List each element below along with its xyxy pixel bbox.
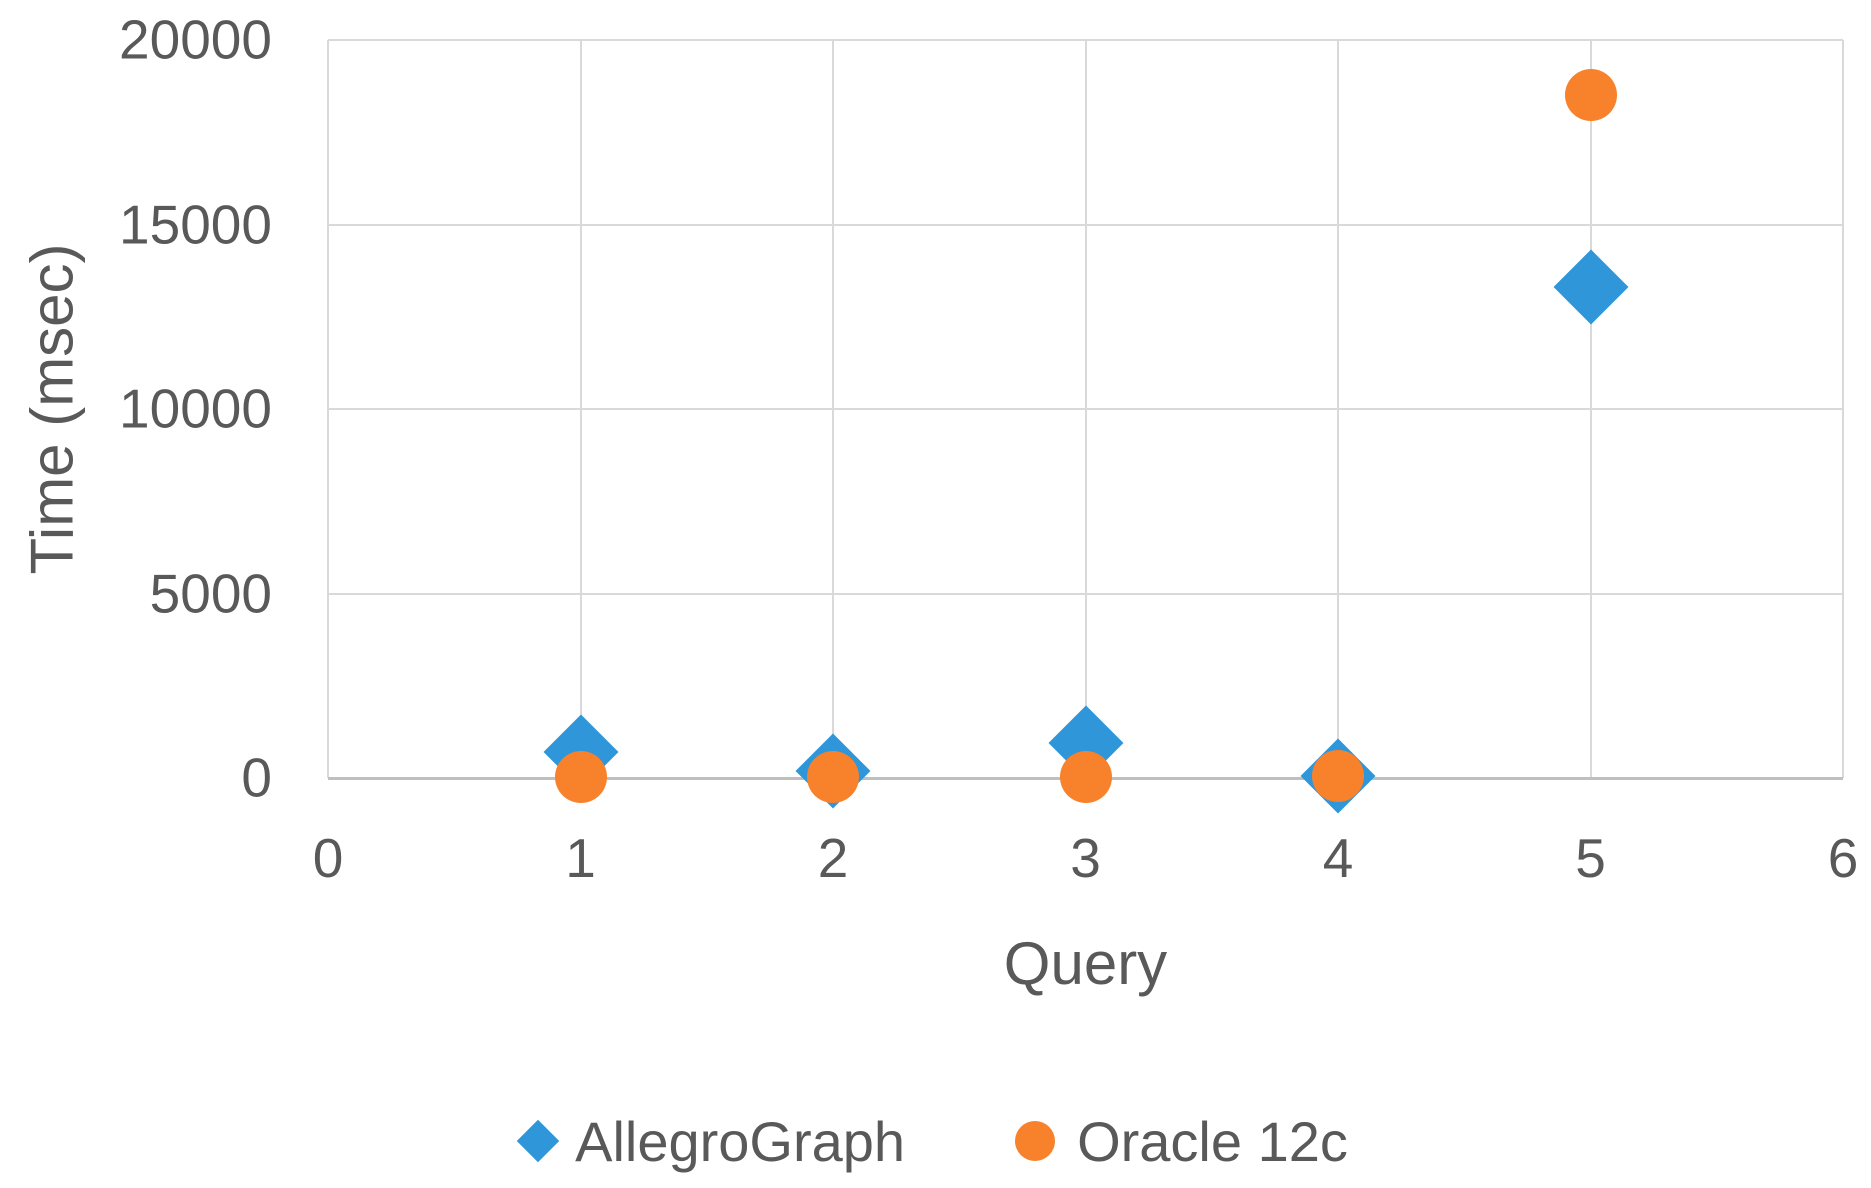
legend-label-allegrograph: AllegroGraph bbox=[575, 1109, 906, 1173]
y-gridline-5000 bbox=[328, 592, 1843, 595]
legend-item-allegrograph: AllegroGraph bbox=[516, 1109, 906, 1174]
legend-item-oracle-12c: Oracle 12c bbox=[1015, 1109, 1348, 1174]
y-gridline-15000 bbox=[328, 223, 1843, 226]
legend-label-oracle-12c: Oracle 12c bbox=[1077, 1109, 1348, 1173]
x-tick-label-0: 0 bbox=[312, 827, 344, 889]
x-tick-label-2: 2 bbox=[817, 827, 849, 889]
legend: AllegroGraph Oracle 12c bbox=[0, 1096, 1871, 1186]
marker-oracle-12c-q5 bbox=[1564, 69, 1617, 122]
marker-oracle-12c-q2 bbox=[807, 751, 859, 804]
y-tick-label-10000: 10000 bbox=[119, 377, 272, 440]
marker-oracle-12c-q3 bbox=[1059, 751, 1112, 804]
y-tick-label-0: 0 bbox=[241, 746, 272, 809]
x-tick-label-5: 5 bbox=[1575, 827, 1606, 889]
x-gridline-6 bbox=[1842, 40, 1844, 778]
circle-marker-icon bbox=[1015, 1121, 1056, 1161]
y-tick-label-15000: 15000 bbox=[119, 193, 272, 255]
marker-allegrograph-q5 bbox=[1553, 249, 1628, 325]
diamond-marker-icon bbox=[516, 1119, 560, 1163]
x-tick-label-4: 4 bbox=[1322, 827, 1354, 889]
y-tick-label-20000: 20000 bbox=[119, 8, 272, 71]
y-tick-label-5000: 5000 bbox=[149, 562, 272, 624]
y-gridline-10000 bbox=[328, 408, 1843, 410]
marker-oracle-12c-q4 bbox=[1312, 749, 1364, 802]
marker-oracle-12c-q1 bbox=[554, 750, 607, 803]
x-axis-title: Query bbox=[1003, 930, 1168, 997]
x-tick-label-6: 6 bbox=[1827, 827, 1859, 889]
x-tick-label-1: 1 bbox=[565, 827, 596, 889]
y-gridline-20000 bbox=[328, 39, 1843, 41]
plot-area bbox=[327, 39, 1844, 814]
x-tick-label-3: 3 bbox=[1070, 827, 1101, 889]
